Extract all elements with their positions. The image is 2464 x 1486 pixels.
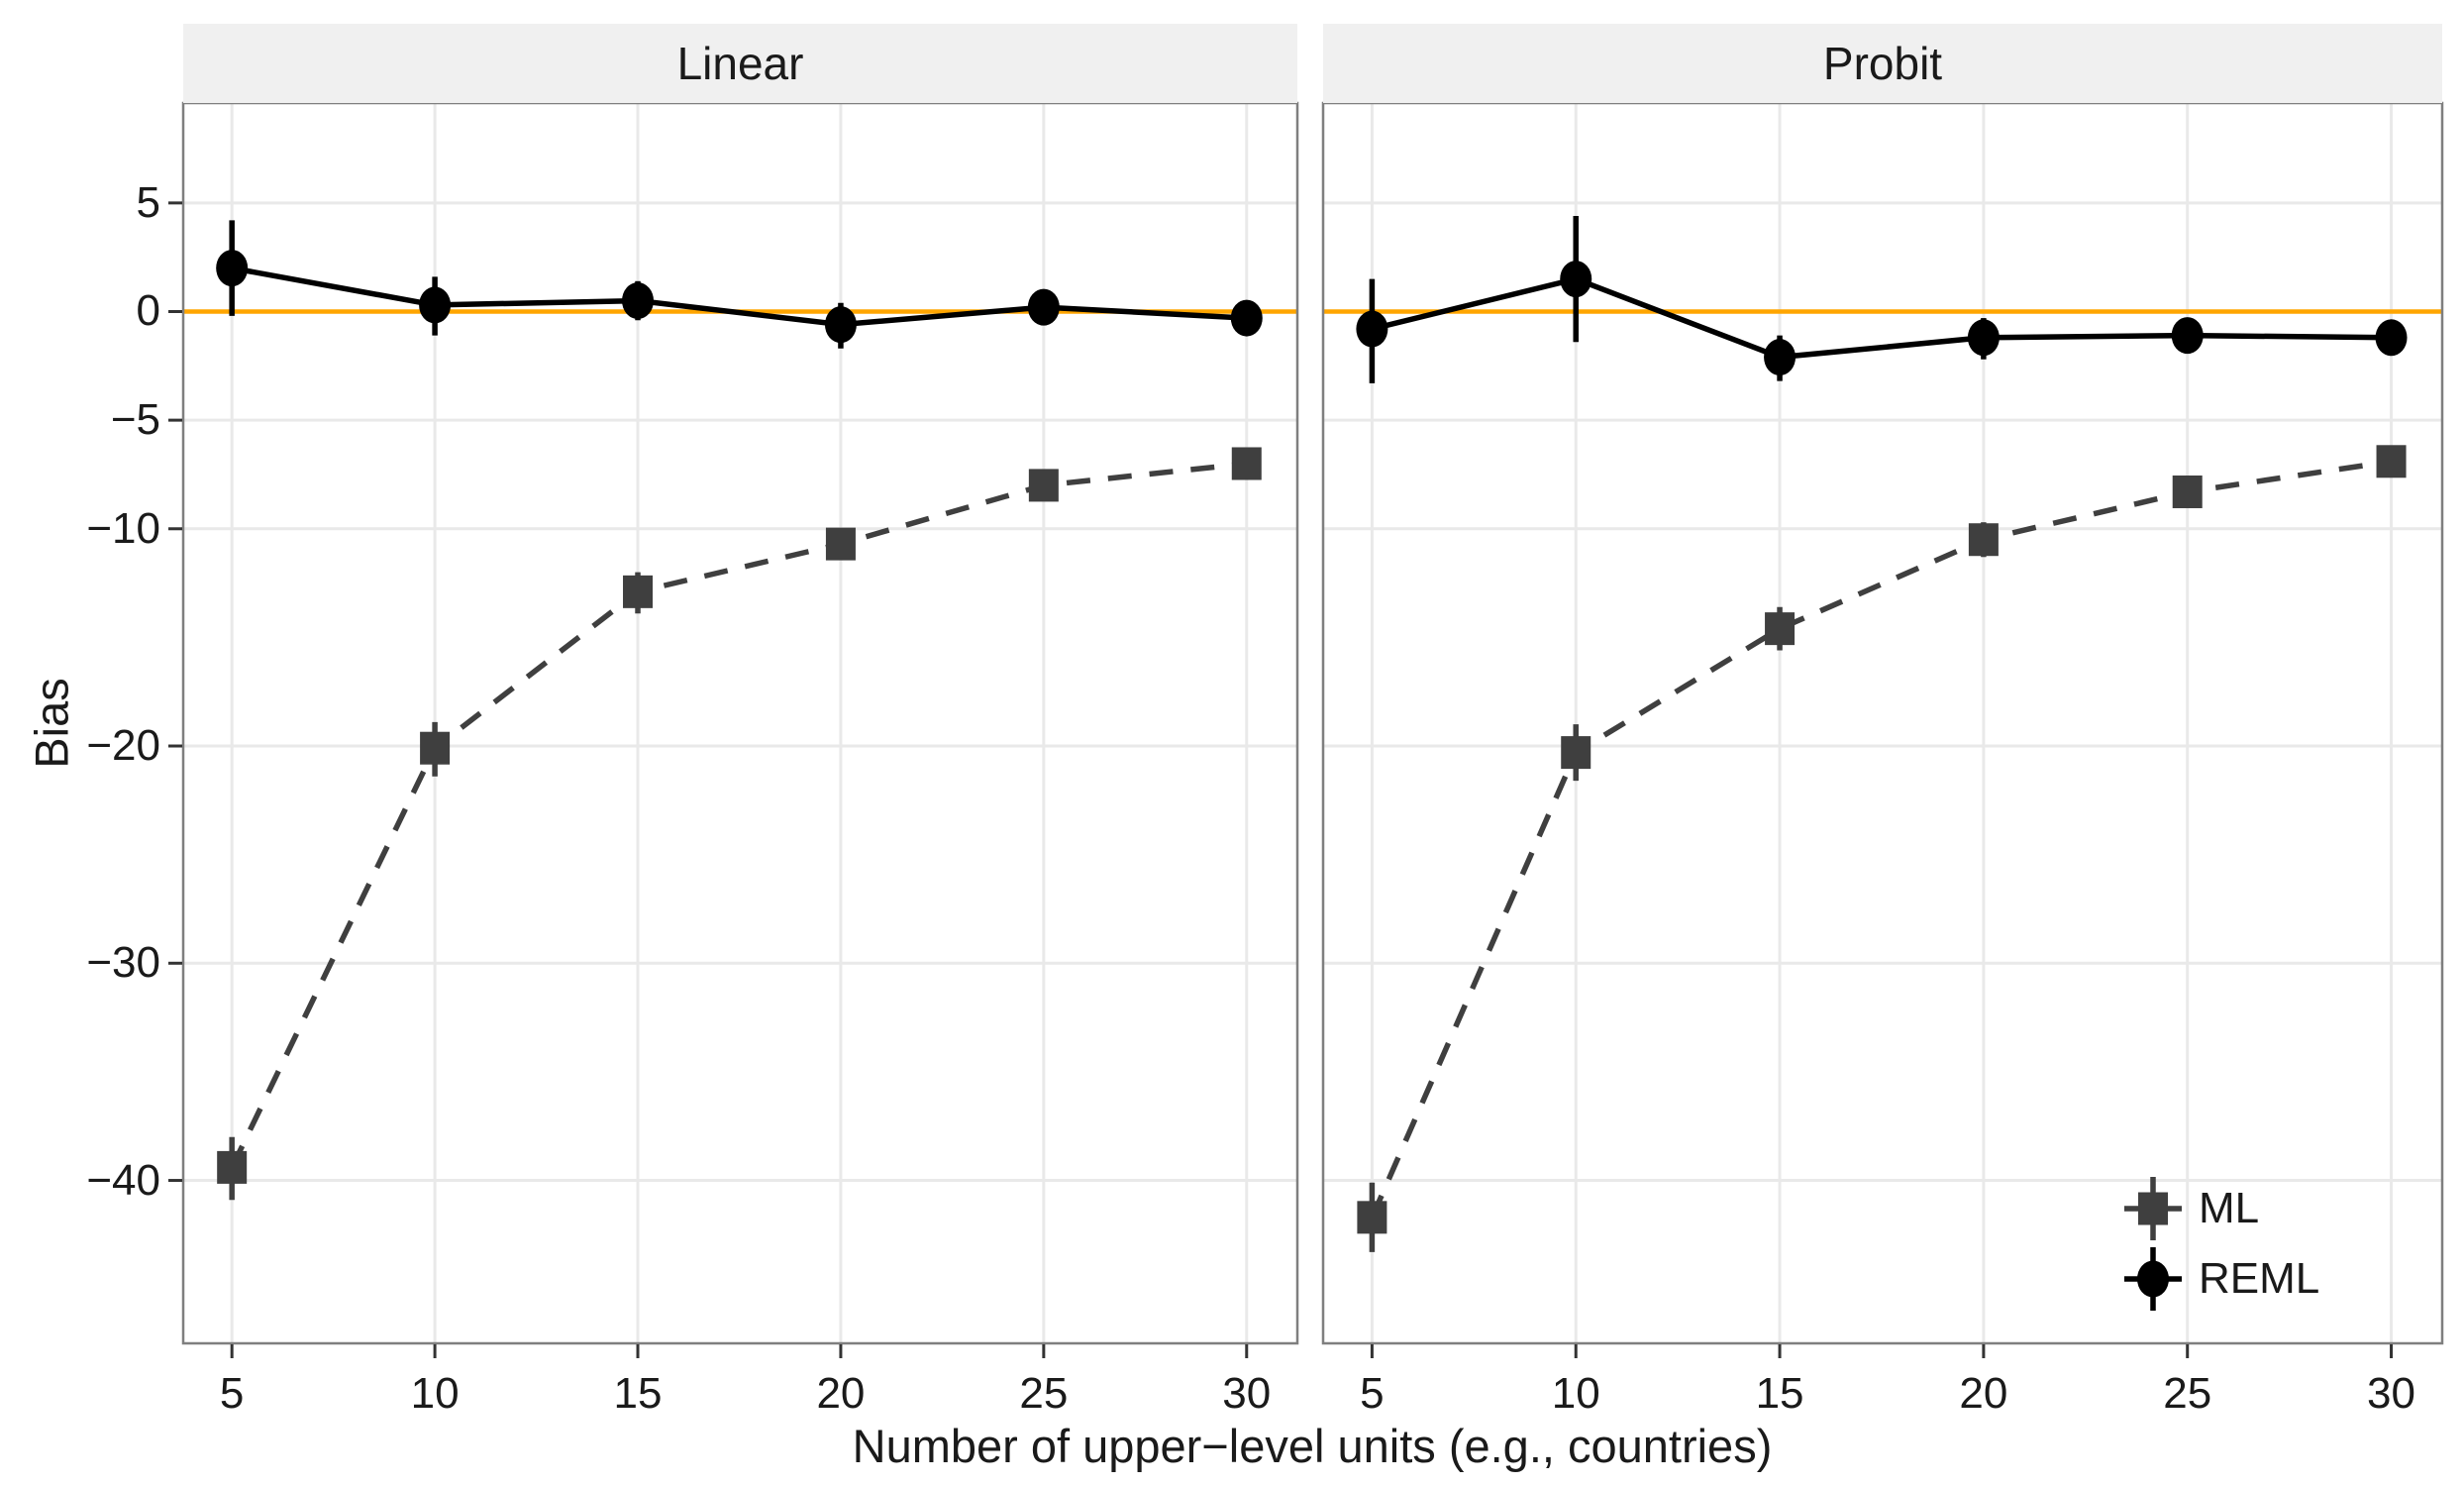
y-tick-label: −20 [86,721,160,771]
series-reml [216,220,1263,349]
reml-line [231,265,1247,328]
reml-circle-marker [1560,261,1592,298]
y-tick-label: −5 [110,395,160,445]
panel-probit [1321,101,2444,1358]
legend-item-ml: ML [2121,1173,2319,1243]
reml-circle-marker [1356,310,1388,348]
y-tick-label: 0 [136,286,160,336]
reml-circle-marker [216,250,249,287]
x-tick-label: 5 [1360,1369,1385,1418]
ml-square-marker [2172,475,2203,508]
reml-line [1371,275,2392,361]
series-ml [1357,445,2407,1252]
panel-border [181,101,1299,1345]
ml-square-marker [825,527,856,561]
y-tick-label: −10 [86,503,160,553]
y-tick-label: −30 [86,938,160,988]
y-tick-label: −40 [86,1155,160,1205]
x-tick-label: 30 [1222,1369,1272,1418]
x-tick-label: 15 [1755,1369,1804,1418]
facet-strip-label-linear: Linear [676,38,804,89]
reml-circle-marker [1967,319,2000,357]
x-tick-label: 15 [613,1369,663,1418]
facet-strip-linear: Linear [183,24,1297,103]
ml-legend-key-icon [2124,1176,2182,1240]
legend: ML REML [2121,1173,2319,1314]
ml-square-marker [1561,736,1591,770]
reml-circle-marker [622,282,655,320]
ml-square-marker [1357,1201,1387,1234]
gridlines [1323,103,2442,1343]
x-tick-label: 30 [2367,1369,2416,1418]
x-tick-label: 25 [1019,1369,1069,1418]
series-reml [1356,216,2408,383]
x-tick-label: 5 [219,1369,245,1418]
x-tick-label: 25 [2163,1369,2212,1418]
facet-strip-probit: Probit [1323,24,2442,103]
ml-line [229,461,1248,1169]
ml-square-marker [420,731,451,765]
y-tick-label: 5 [136,177,160,227]
reml-circle-marker [419,286,452,324]
reml-circle-marker [824,306,857,344]
x-tick-label: 20 [816,1369,866,1418]
reml-circle-marker [2171,317,2204,355]
legend-item-reml: REML [2121,1243,2319,1314]
ml-square-marker [2376,445,2407,478]
reml-circle-marker [1764,339,1797,376]
x-tick-label: 20 [1959,1369,2008,1418]
ml-square-marker [1231,447,1262,480]
panel-linear [181,101,1299,1358]
panel-border [1321,101,2444,1345]
ml-square-marker [1028,469,1059,502]
legend-label-reml: REML [2199,1253,2320,1303]
reml-legend-key-icon [2124,1246,2182,1311]
y-axis-title: Bias [25,678,78,769]
x-tick-label: 10 [410,1369,460,1418]
ml-square-marker [1765,612,1796,646]
ml-square-marker [623,575,654,608]
series-ml [217,447,1262,1201]
reml-circle-marker [1230,299,1263,337]
facet-strip-label-probit: Probit [1822,38,1943,89]
ml-line [1369,459,2392,1219]
ml-square-marker [1968,523,1999,557]
ml-square-marker [217,1150,248,1184]
legend-label-ml: ML [2199,1183,2260,1232]
x-tick-label: 10 [1551,1369,1600,1418]
reml-circle-marker [2375,319,2408,357]
x-axis-title: Number of upper−level units (e.g., count… [852,1420,1773,1472]
reml-circle-marker [1027,288,1060,326]
